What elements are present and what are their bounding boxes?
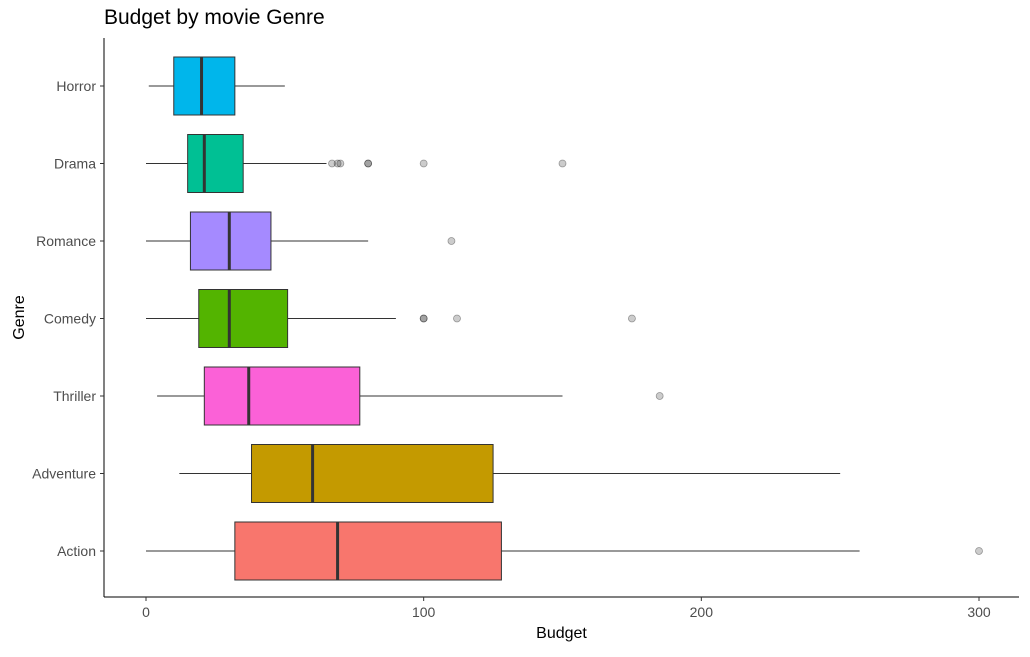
- x-tick-label: 300: [967, 604, 991, 620]
- box-horror: [173, 56, 236, 116]
- y-tick-label-action: Action: [57, 543, 96, 559]
- outlier-drama: [333, 159, 342, 168]
- y-tick-label-romance: Romance: [36, 233, 96, 249]
- outlier-romance: [447, 237, 456, 245]
- x-axis-title: Budget: [536, 625, 587, 642]
- outlier-comedy: [419, 314, 428, 323]
- outlier-comedy: [628, 314, 636, 323]
- x-tick-label: 0: [142, 604, 150, 620]
- y-tick-label-drama: Drama: [54, 156, 96, 172]
- x-tick-label: 100: [412, 604, 436, 620]
- y-tick-label-horror: Horror: [56, 78, 96, 94]
- box-thriller: [203, 366, 361, 426]
- box-comedy: [198, 289, 289, 348]
- outlier-drama: [328, 159, 336, 168]
- outlier-comedy: [453, 314, 461, 323]
- outlier-drama: [419, 159, 428, 168]
- x-tick-label: 200: [690, 604, 714, 620]
- box-drama: [187, 134, 244, 193]
- y-axis-title: Genre: [11, 295, 28, 340]
- box-action: [234, 521, 502, 581]
- box-adventure: [251, 444, 494, 503]
- outlier-action: [975, 547, 983, 555]
- y-tick-label-thriller: Thriller: [53, 388, 96, 404]
- outlier-drama: [336, 159, 345, 168]
- outlier-drama: [364, 159, 373, 168]
- y-tick-label-adventure: Adventure: [32, 466, 96, 482]
- outlier-drama: [558, 159, 567, 168]
- outlier-drama: [364, 159, 373, 168]
- outlier-comedy: [419, 314, 428, 323]
- outlier-thriller: [655, 392, 664, 400]
- chart-title: Budget by movie Genre: [104, 6, 325, 29]
- y-tick-label-comedy: Comedy: [44, 311, 96, 327]
